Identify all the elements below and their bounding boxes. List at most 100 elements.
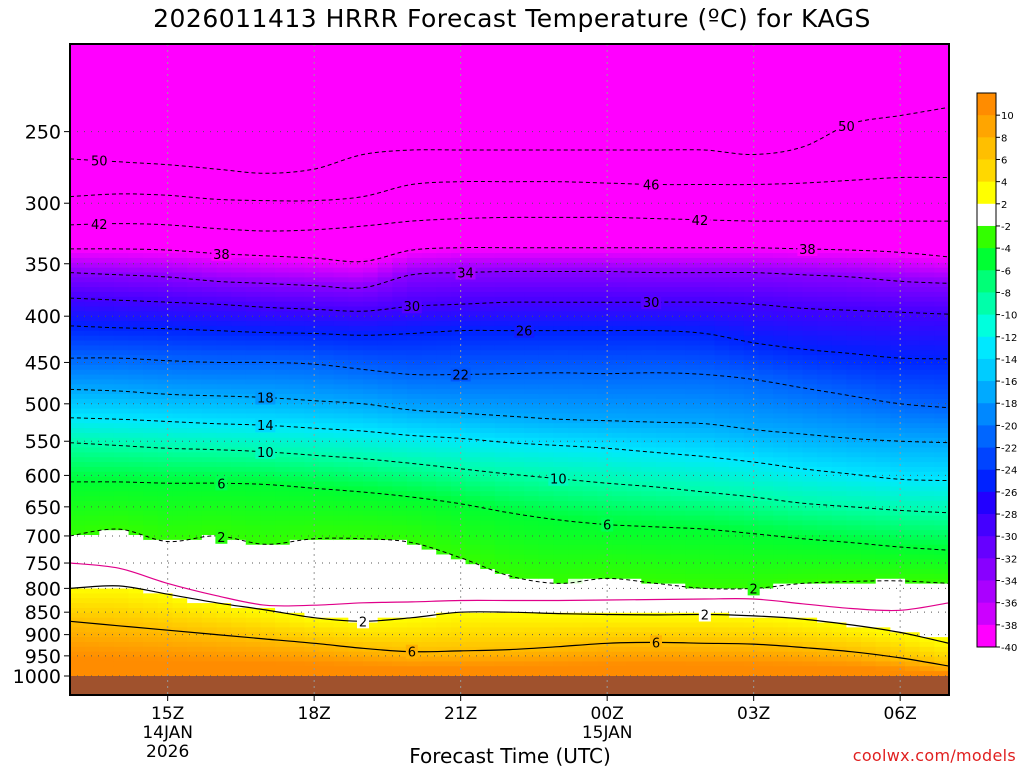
fill-cell [392,389,408,395]
fill-cell [612,82,628,89]
fill-cell [348,223,364,230]
fill-cell [304,189,320,196]
fill-cell [509,350,525,356]
fill-cell [465,656,481,663]
fill-cell [319,262,335,269]
fill-cell [538,442,555,449]
fill-cell [377,578,393,585]
fill-cell [113,223,130,230]
fill-cell [128,116,144,123]
fill-cell [289,340,305,347]
fill-cell [363,656,379,663]
fill-cell [187,403,203,410]
fill-cell [436,569,452,575]
fill-cell [421,155,437,162]
fill-cell [275,330,291,337]
fill-cell [524,418,540,424]
fill-cell [494,53,511,60]
fill-cell [99,311,115,317]
fill-cell [348,58,364,65]
fill-cell [538,311,555,317]
fill-cell [509,146,525,152]
fill-cell [377,228,393,235]
fill-cell [289,539,305,546]
fill-cell [172,384,188,390]
fill-cell [597,321,613,327]
fill-cell [128,505,144,512]
fill-cell [275,160,291,167]
fill-cell [582,666,598,672]
fill-cell [128,262,144,269]
fill-cell [568,578,584,585]
fill-cell [99,632,115,638]
fill-cell [319,671,335,677]
fill-cell [172,175,188,181]
fill-cell [436,330,452,337]
fill-cell [84,369,100,376]
fill-cell [216,287,232,293]
fill-cell [113,418,130,424]
fill-cell [568,641,584,648]
fill-cell [172,214,188,220]
fill-cell [421,418,437,424]
fill-cell [304,661,320,667]
fill-cell [524,612,540,619]
fill-cell [172,321,188,327]
fill-cell [582,491,598,497]
fill-cell [494,627,511,633]
fill-cell [480,646,496,653]
fill-cell [231,272,247,278]
fill-cell [465,573,481,580]
fill-cell [172,267,188,274]
fill-cell [377,53,393,60]
fill-cell [70,500,86,507]
fill-cell [304,350,320,356]
fill-cell [143,471,159,478]
fill-cell [172,637,188,643]
fill-cell [538,262,555,269]
fill-cell [392,520,408,526]
fill-cell [113,345,130,351]
fill-cell [524,515,540,522]
fill-cell [289,291,305,298]
fill-cell [201,603,218,609]
fill-cell [216,340,232,347]
fill-cell [509,170,525,176]
fill-cell [157,199,174,206]
fill-cell [612,184,628,191]
fill-cell [143,637,159,643]
fill-cell [245,578,262,585]
fill-cell [568,510,584,517]
fill-cell [406,155,423,162]
fill-cell [568,257,584,264]
fill-cell [289,63,305,69]
fill-cell [582,68,598,74]
fill-cell [84,306,100,312]
fill-cell [157,408,174,415]
fill-cell [201,155,218,162]
fill-cell [465,423,481,429]
fill-cell [568,583,584,590]
fill-cell [231,500,247,507]
fill-cell [113,136,130,142]
fill-cell [201,369,218,376]
fill-cell [450,569,467,575]
fill-cell [568,607,584,614]
fill-cell [612,500,628,507]
fill-cell [612,637,628,643]
fill-cell [377,432,393,439]
fill-cell [406,428,423,434]
fill-cell [231,316,247,322]
fill-cell [406,340,423,347]
fill-cell [538,316,555,322]
fill-cell [568,432,584,439]
fill-cell [436,355,452,361]
fill-cell [260,102,276,108]
fill-cell [494,345,511,351]
fill-cell [494,481,511,487]
fill-cell [465,671,481,677]
fill-cell [245,345,262,351]
fill-cell [216,369,232,376]
fill-cell [84,282,100,288]
fill-cell [597,335,613,342]
